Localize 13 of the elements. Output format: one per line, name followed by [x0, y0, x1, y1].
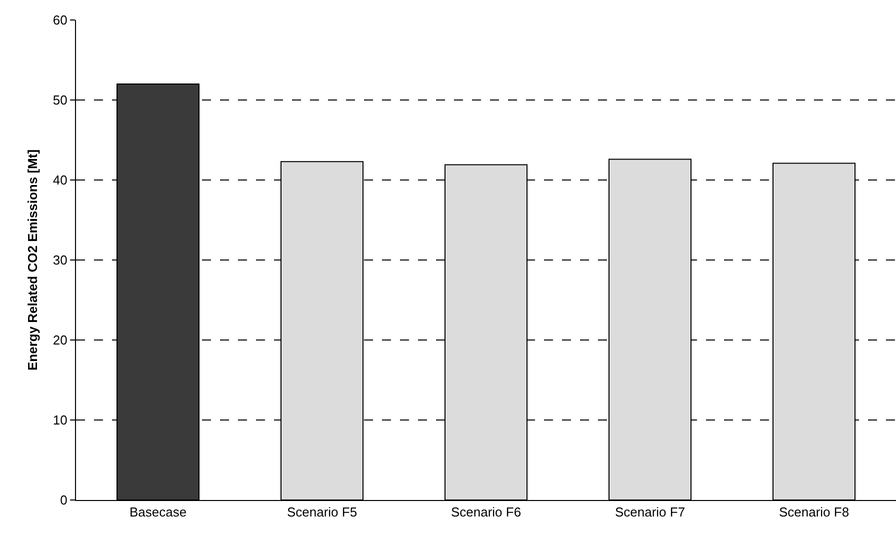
y-axis-title: Energy Related CO2 Emissions [Mt] [24, 149, 40, 371]
y-tick-label: 20 [52, 332, 68, 348]
y-tick-label: 40 [52, 172, 68, 188]
x-tick-label: Scenario F8 [778, 504, 850, 520]
y-tick-label: 0 [60, 492, 68, 508]
x-tick-label: Scenario F7 [614, 504, 686, 520]
y-tick-label: 50 [52, 92, 68, 108]
x-tick-label: Basecase [129, 504, 187, 520]
y-tick-label: 30 [52, 252, 68, 268]
x-tick-label: Scenario F5 [286, 504, 358, 520]
y-tick-label: 60 [52, 12, 68, 28]
y-tick-label: 10 [52, 412, 68, 428]
x-tick-label: Scenario F6 [450, 504, 522, 520]
